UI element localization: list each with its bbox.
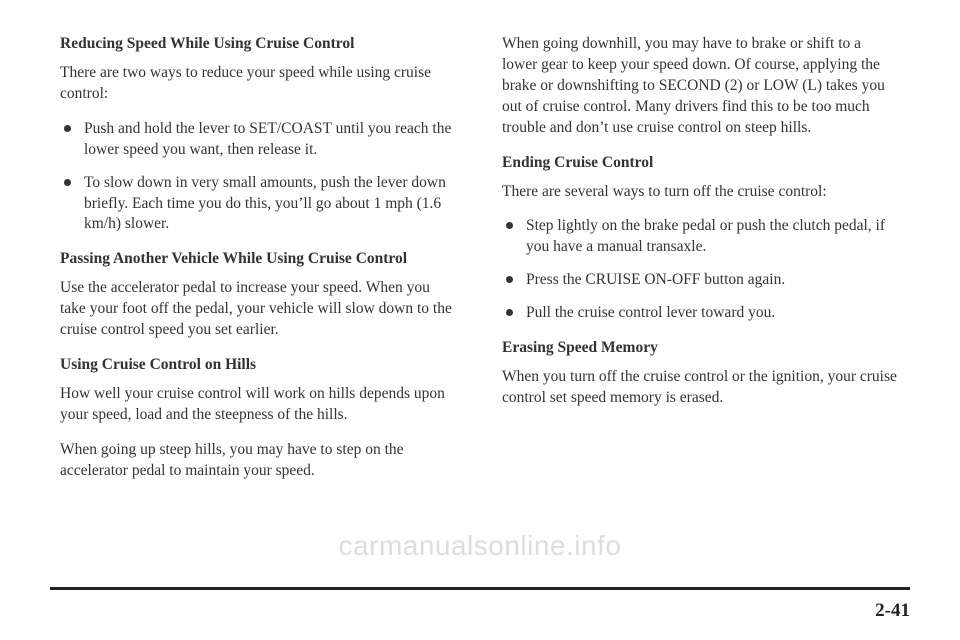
para-downhill: When going downhill, you may have to bra… <box>502 34 900 139</box>
para-passing: Use the accelerator pedal to increase yo… <box>60 278 458 341</box>
heading-reducing-speed: Reducing Speed While Using Cruise Contro… <box>60 34 458 55</box>
left-column: Reducing Speed While Using Cruise Contro… <box>60 34 458 496</box>
para-hills-1: How well your cruise control will work o… <box>60 384 458 426</box>
list-item: Press the CRUISE ON-OFF button again. <box>502 270 900 291</box>
footer-rule <box>50 587 910 590</box>
bullet-list-reduce: Push and hold the lever to SET/COAST unt… <box>60 119 458 236</box>
list-item: To slow down in very small amounts, push… <box>60 173 458 236</box>
list-item: Pull the cruise control lever toward you… <box>502 303 900 324</box>
para-ending-intro: There are several ways to turn off the c… <box>502 182 900 203</box>
para-hills-2: When going up steep hills, you may have … <box>60 440 458 482</box>
right-column: When going downhill, you may have to bra… <box>502 34 900 496</box>
watermark-text: carmanualsonline.info <box>0 530 960 562</box>
list-item: Push and hold the lever to SET/COAST unt… <box>60 119 458 161</box>
heading-hills: Using Cruise Control on Hills <box>60 355 458 376</box>
page-content: Reducing Speed While Using Cruise Contro… <box>0 0 960 496</box>
para-intro-reduce: There are two ways to reduce your speed … <box>60 63 458 105</box>
page-number: 2-41 <box>875 600 910 622</box>
heading-ending: Ending Cruise Control <box>502 153 900 174</box>
list-item: Step lightly on the brake pedal or push … <box>502 216 900 258</box>
heading-erasing: Erasing Speed Memory <box>502 338 900 359</box>
para-erasing: When you turn off the cruise control or … <box>502 367 900 409</box>
heading-passing: Passing Another Vehicle While Using Crui… <box>60 249 458 270</box>
bullet-list-ending: Step lightly on the brake pedal or push … <box>502 216 900 324</box>
